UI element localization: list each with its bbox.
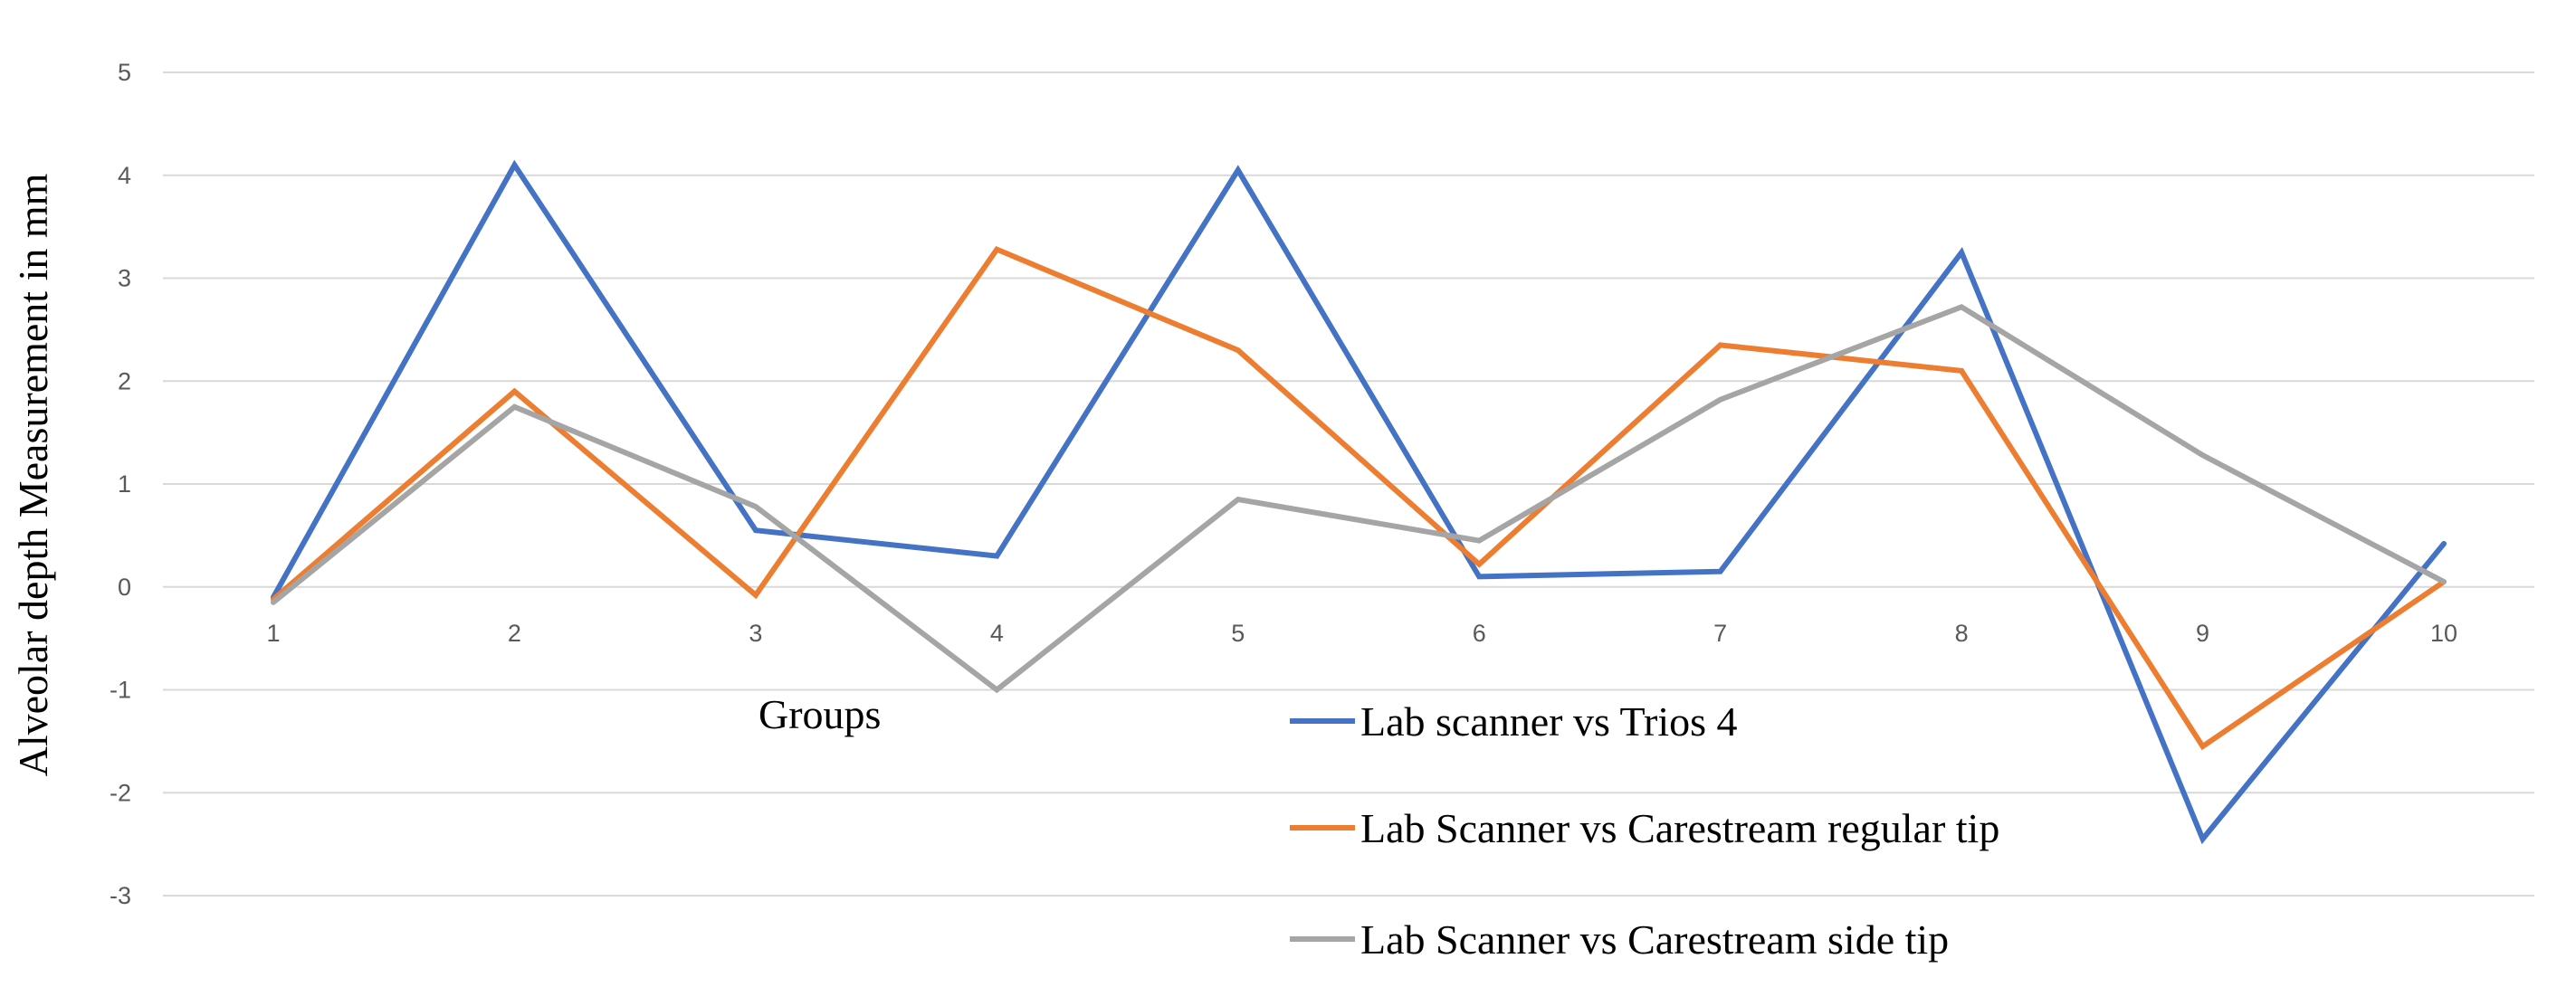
data-point: [1720, 399, 1722, 401]
x-tick-label: 1: [266, 620, 280, 647]
y-tick-label: -2: [110, 779, 131, 806]
x-tick-label: 6: [1473, 620, 1486, 647]
legend-item: Lab Scanner vs Carestream regular tip: [1290, 805, 1999, 851]
x-tick-label: 4: [990, 620, 1004, 647]
y-tick-label: 5: [118, 59, 131, 86]
data-point: [2202, 838, 2204, 840]
legend-label-2: Lab Scanner vs Carestream side tip: [1360, 916, 1949, 963]
y-tick-label: 1: [118, 470, 131, 498]
data-point: [1237, 498, 1239, 500]
data-point: [2443, 543, 2445, 545]
series-line-2: [271, 304, 2447, 694]
data-point: [1720, 571, 1722, 573]
y-axis-title: Alveolar depth Measurement in mm: [10, 173, 56, 776]
data-point: [2202, 454, 2204, 456]
x-tick-label: 8: [1955, 620, 1969, 647]
series-line-0: [271, 159, 2447, 845]
legend-label-0: Lab scanner vs Trios 4: [1360, 698, 1738, 745]
x-tick-label: 7: [1713, 620, 1727, 647]
data-point: [755, 506, 757, 508]
data-point: [1961, 251, 1962, 253]
y-tick-label: -3: [110, 882, 131, 909]
legend: Lab scanner vs Trios 4 Lab Scanner vs Ca…: [1290, 698, 1999, 963]
y-axis-ticks: 5 4 3 2 1 0 -1 -2 -3: [110, 59, 131, 909]
data-point: [272, 602, 274, 603]
y-tick-label: 0: [118, 574, 131, 601]
data-point: [755, 594, 757, 596]
series-line-1: [271, 245, 2447, 751]
gridlines: [163, 71, 2534, 897]
data-point: [513, 391, 515, 393]
data-point: [1478, 564, 1480, 565]
legend-item: Lab scanner vs Trios 4: [1290, 698, 1738, 745]
data-point: [513, 406, 515, 408]
legend-label-1: Lab Scanner vs Carestream regular tip: [1360, 805, 1999, 851]
data-point: [2443, 581, 2445, 583]
data-point: [755, 529, 757, 531]
y-tick-label: 2: [118, 367, 131, 394]
y-tick-label: 3: [118, 265, 131, 292]
data-point: [1237, 169, 1239, 171]
x-tick-label: 2: [508, 620, 521, 647]
x-axis-title: Groups: [758, 691, 881, 737]
data-point: [1478, 575, 1480, 577]
x-tick-label: 3: [749, 620, 762, 647]
legend-item: Lab Scanner vs Carestream side tip: [1290, 916, 1949, 963]
data-point: [1961, 306, 1962, 308]
x-tick-label: 10: [2430, 620, 2457, 647]
x-tick-label: 9: [2196, 620, 2209, 647]
data-point: [1237, 349, 1239, 351]
y-tick-label: 4: [118, 162, 131, 189]
data-point: [1478, 540, 1480, 542]
data-point: [2202, 745, 2204, 747]
data-point: [1720, 344, 1722, 346]
x-tick-label: 5: [1231, 620, 1245, 647]
data-point: [513, 164, 515, 166]
series-lines: [271, 159, 2447, 845]
y-tick-label: -1: [110, 677, 131, 704]
x-axis-ticks: 1 2 3 4 5 6 7 8 9 10: [266, 620, 2457, 647]
data-point: [1961, 370, 1962, 372]
